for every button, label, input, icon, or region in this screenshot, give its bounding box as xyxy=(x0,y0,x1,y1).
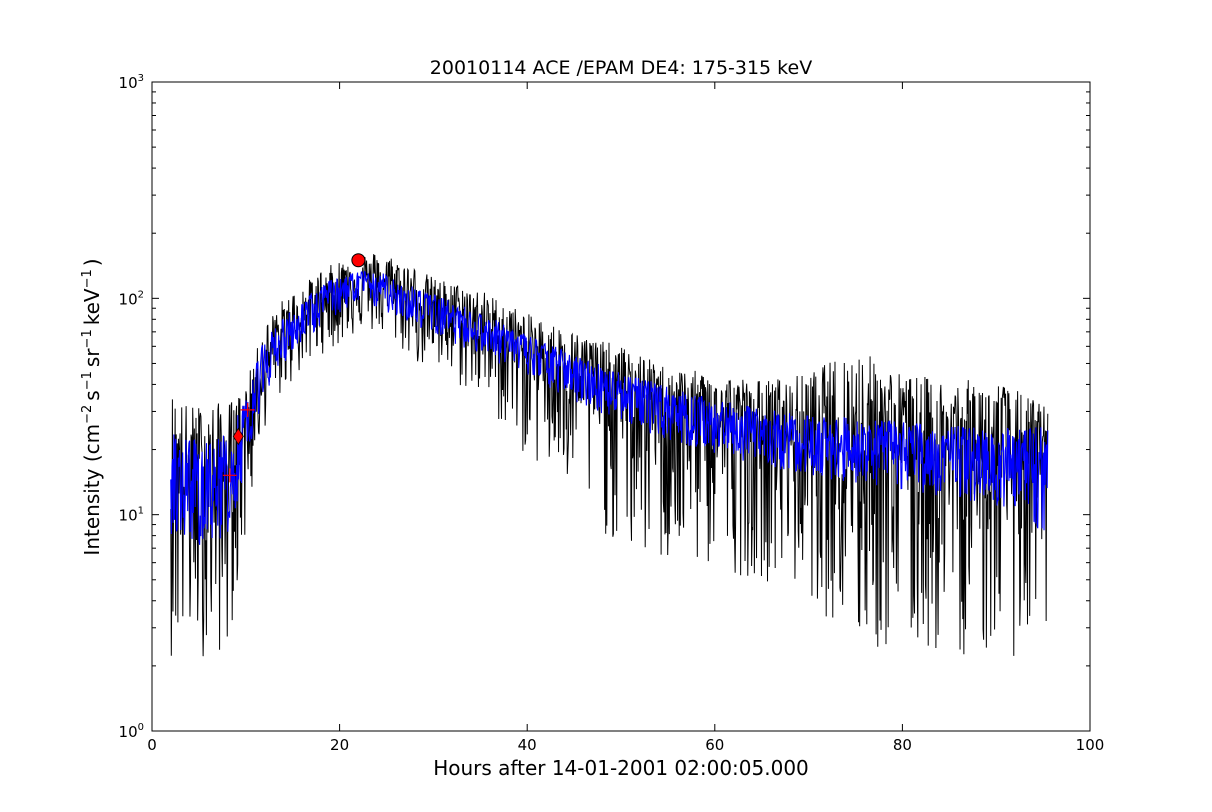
y-tick-label: 101 xyxy=(119,506,144,525)
x-tick-label: 40 xyxy=(518,736,537,754)
x-tick-label: 100 xyxy=(1076,736,1105,754)
x-tick-label: 60 xyxy=(705,736,724,754)
y-label-suffix: ) xyxy=(80,258,104,266)
x-tick-label: 0 xyxy=(147,736,157,754)
y-label-s: s xyxy=(80,390,104,400)
x-tick-label: 80 xyxy=(893,736,912,754)
chart-title: 20010114 ACE /EPAM DE4: 175-315 keV xyxy=(430,57,812,79)
y-label-exp-s: −1 xyxy=(80,371,95,390)
y-label-exp-cm: −2 xyxy=(80,405,95,424)
y-axis-ticks: 100 101 102 103 xyxy=(119,73,1090,741)
smoothed-intensity-series xyxy=(170,271,1049,545)
marker-plus-2 xyxy=(240,402,255,417)
y-tick-label: 103 xyxy=(119,73,144,92)
y-label-sr: sr xyxy=(80,348,104,367)
marker-circle-3 xyxy=(351,253,366,268)
series-layer xyxy=(170,254,1049,657)
y-label-exp-kev: −1 xyxy=(80,269,95,288)
marker-diamond-1 xyxy=(232,427,244,446)
y-axis-label: Intensity (cm−2s−1sr−1keV−1) xyxy=(80,258,104,555)
y-tick-label: 100 xyxy=(119,722,144,741)
marker-layer xyxy=(222,253,366,483)
y-tick-label: 102 xyxy=(119,289,144,308)
y-label-prefix: Intensity (cm xyxy=(80,424,104,556)
y-label-kev: keV xyxy=(80,288,104,325)
x-tick-label: 20 xyxy=(330,736,349,754)
axes-frame xyxy=(151,81,1091,732)
x-axis-ticks: 0 20 40 60 80 100 xyxy=(147,82,1104,754)
y-label-exp-sr: −1 xyxy=(80,329,95,348)
plot-area: 0 20 40 60 80 100 100 101 102 103 xyxy=(119,73,1105,754)
marker-plus-0 xyxy=(222,468,237,483)
x-axis-label: Hours after 14-01-2001 02:00:05.000 xyxy=(433,756,809,780)
